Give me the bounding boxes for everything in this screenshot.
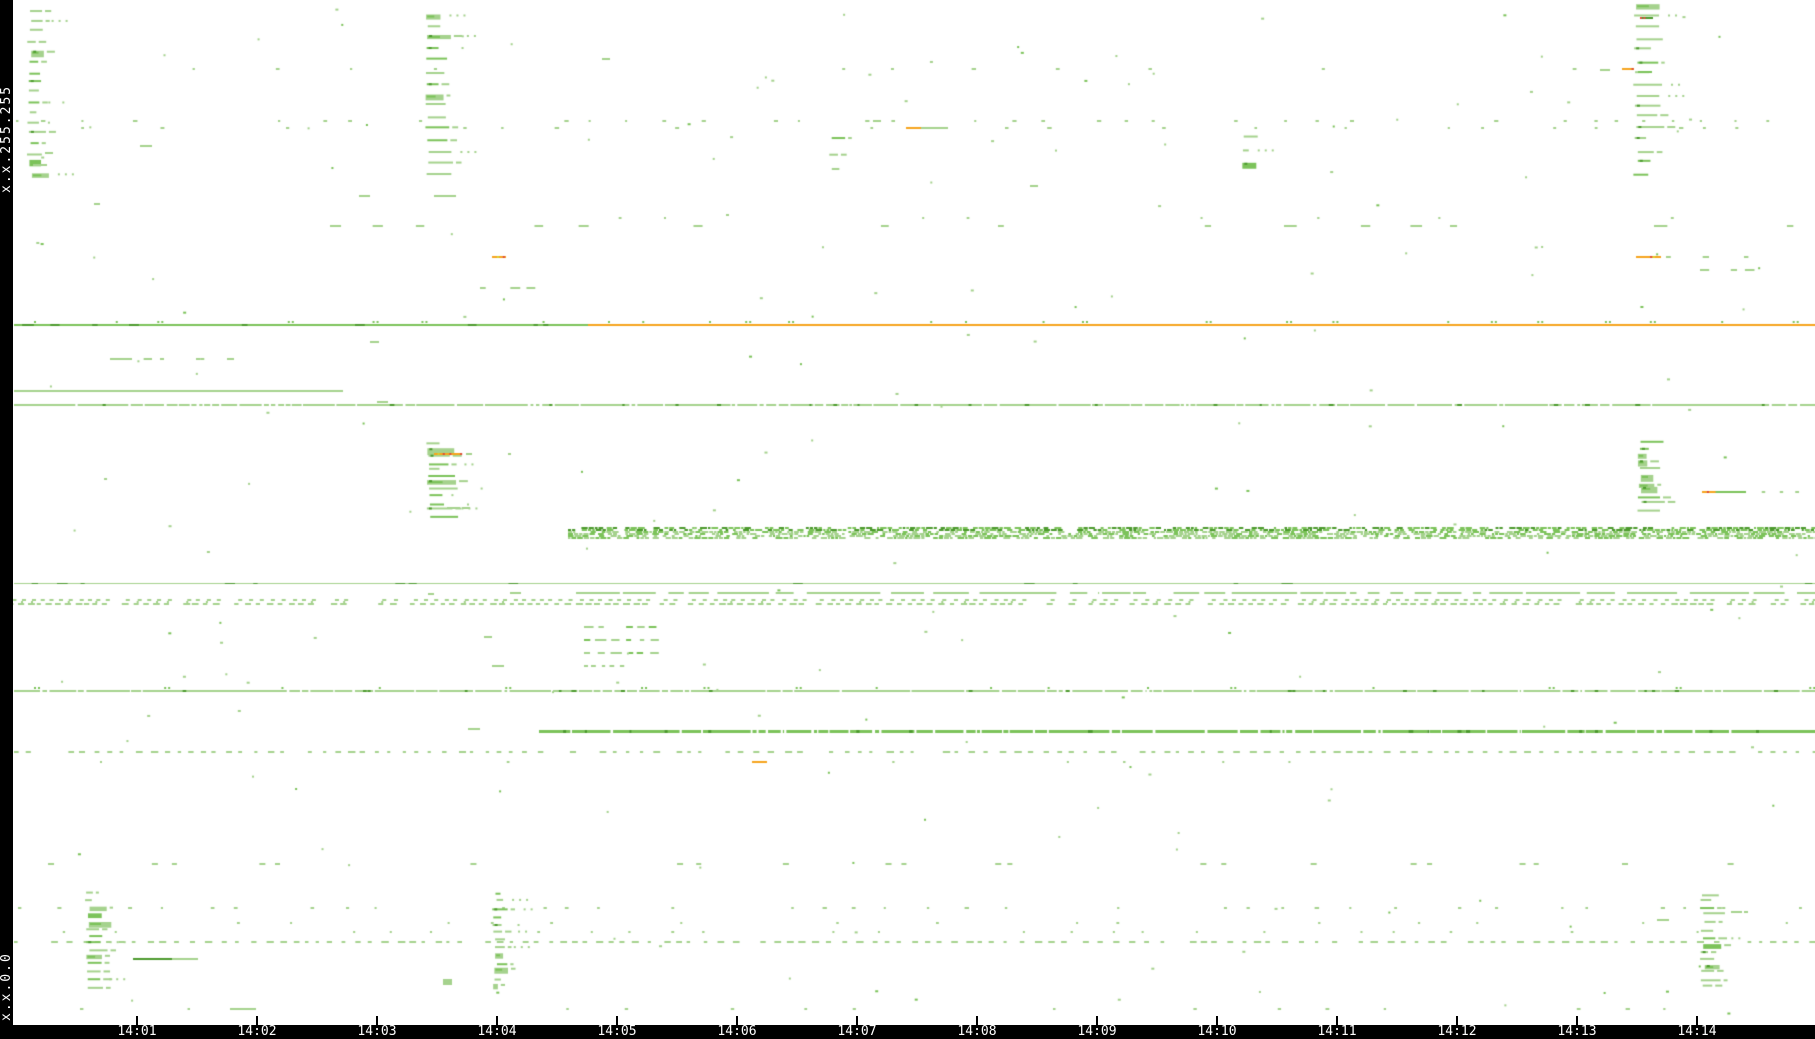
x-axis-tick — [376, 1016, 378, 1025]
x-tick-label: 14:06 — [717, 1024, 757, 1039]
x-axis-tick — [976, 1016, 978, 1025]
x-axis-tick — [1576, 1016, 1578, 1025]
x-axis-tick — [1216, 1016, 1218, 1025]
x-tick-label: 14:11 — [1317, 1024, 1357, 1039]
x-tick-label: 14:13 — [1557, 1024, 1597, 1039]
x-axis-tick — [1096, 1016, 1098, 1025]
x-axis-tick — [856, 1016, 858, 1025]
x-tick-label: 14:12 — [1437, 1024, 1477, 1039]
x-axis-tick — [616, 1016, 618, 1025]
x-axis-tick — [736, 1016, 738, 1025]
x-tick-label: 14:02 — [237, 1024, 277, 1039]
x-axis-tick — [1696, 1016, 1698, 1025]
x-tick-label: 14:01 — [117, 1024, 157, 1039]
x-axis-tick — [496, 1016, 498, 1025]
x-tick-label: 14:08 — [957, 1024, 997, 1039]
x-axis-tick — [1456, 1016, 1458, 1025]
x-axis-tick — [256, 1016, 258, 1025]
y-axis-label-bottom: x.x.0.0 — [0, 952, 14, 1021]
x-tick-label: 14:10 — [1197, 1024, 1237, 1039]
x-axis-tick — [1336, 1016, 1338, 1025]
y-axis-bar: x.x.255.255 x.x.0.0 — [0, 0, 14, 1039]
y-axis-label-top: x.x.255.255 — [0, 84, 14, 193]
x-tick-label: 14:05 — [597, 1024, 637, 1039]
x-axis-tick — [136, 1016, 138, 1025]
x-tick-label: 14:09 — [1077, 1024, 1117, 1039]
x-tick-label: 14:04 — [477, 1024, 517, 1039]
x-tick-label: 14:14 — [1677, 1024, 1717, 1039]
x-axis-bar — [0, 1025, 1815, 1039]
x-tick-label: 14:07 — [837, 1024, 877, 1039]
x-tick-label: 14:03 — [357, 1024, 397, 1039]
